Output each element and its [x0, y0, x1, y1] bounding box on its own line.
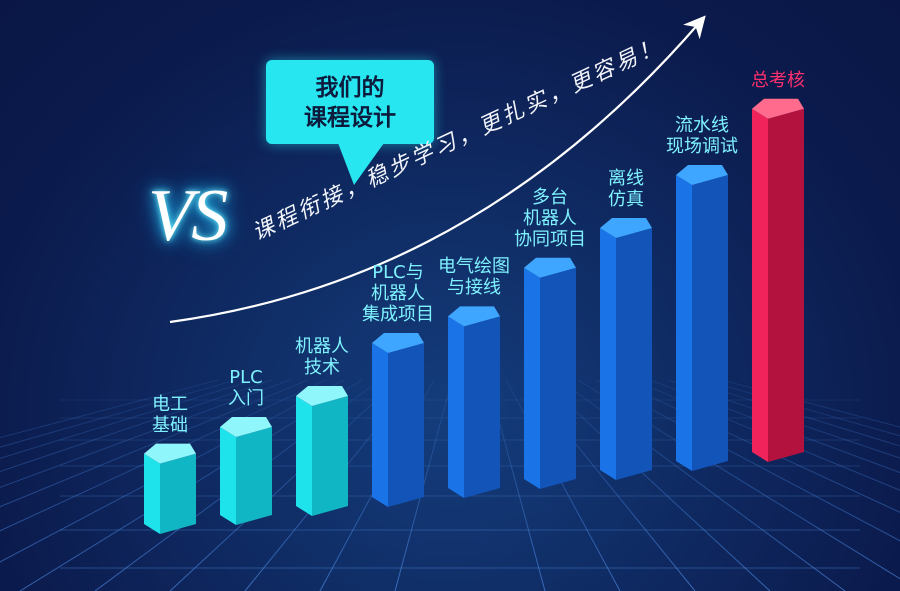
vs-glow-text: VS — [148, 175, 228, 257]
grid-line — [649, 379, 900, 474]
bar-top — [372, 333, 424, 353]
bar-top — [144, 443, 196, 464]
bar — [296, 386, 348, 516]
grid-line — [169, 379, 399, 591]
bar-label: 离线 仿真 — [608, 168, 644, 210]
bar — [524, 257, 576, 489]
bar-face-right — [312, 396, 348, 516]
bar — [752, 98, 804, 463]
bar-label: 流水线 现场调试 — [666, 115, 738, 157]
bar-face-left — [600, 228, 616, 480]
grid-line — [0, 379, 255, 459]
bar-face-left — [524, 267, 540, 489]
speech-bubble-tail — [338, 143, 384, 185]
bar-face-right — [464, 316, 500, 498]
bar-label: 电工 基础 — [152, 393, 188, 436]
bar-top — [296, 386, 348, 406]
bar-face-right — [692, 175, 728, 471]
bar-top — [600, 218, 652, 238]
bar-top — [448, 306, 500, 327]
bar-face-right — [768, 108, 804, 463]
bar-face-left — [220, 427, 236, 525]
bar — [676, 165, 728, 471]
bar-face-right — [160, 453, 196, 534]
grid-line — [541, 379, 771, 591]
bar-face-left — [752, 108, 768, 463]
grid-line — [0, 379, 237, 448]
bar-label: 机器人 技术 — [295, 336, 349, 378]
bar-group — [144, 98, 804, 534]
bar — [220, 417, 272, 525]
grid-line — [0, 379, 273, 473]
bar-top — [524, 257, 576, 278]
bar-face-left — [448, 316, 464, 498]
bar — [448, 306, 500, 498]
grid-line — [0, 379, 327, 532]
bar-top — [220, 417, 272, 437]
bar-label: 电气绘图 与接线 — [438, 256, 510, 299]
bar — [600, 218, 652, 480]
bar — [372, 333, 424, 507]
bar-face-right — [540, 267, 576, 489]
bar-face-right — [616, 228, 652, 480]
grid-line — [0, 379, 291, 488]
grid-line — [0, 379, 309, 508]
bar-top — [752, 98, 804, 119]
bar-label: 总考核 — [751, 69, 805, 91]
bar-face-left — [296, 396, 312, 516]
bubble-text: 我们的 课程设计 — [304, 75, 396, 131]
bar-label: PLC 入门 — [228, 367, 264, 409]
bar-top — [676, 165, 728, 185]
bar-label: PLC与 机器人 集成项目 — [362, 262, 434, 325]
bar-face-right — [236, 427, 272, 525]
bar-face-left — [676, 175, 692, 471]
bar — [144, 443, 196, 534]
bar-face-right — [388, 343, 424, 507]
speech-bubble: 我们的 课程设计 — [266, 60, 434, 144]
grid-line — [703, 379, 900, 437]
trend-arrow — [169, 15, 706, 324]
grid-line — [721, 379, 900, 428]
grid-line — [0, 379, 219, 439]
bar-face-left — [372, 343, 388, 507]
grid-line — [595, 379, 900, 542]
bar-face-left — [144, 453, 160, 534]
bar-label: 多台 机器人 协同项目 — [514, 186, 586, 250]
